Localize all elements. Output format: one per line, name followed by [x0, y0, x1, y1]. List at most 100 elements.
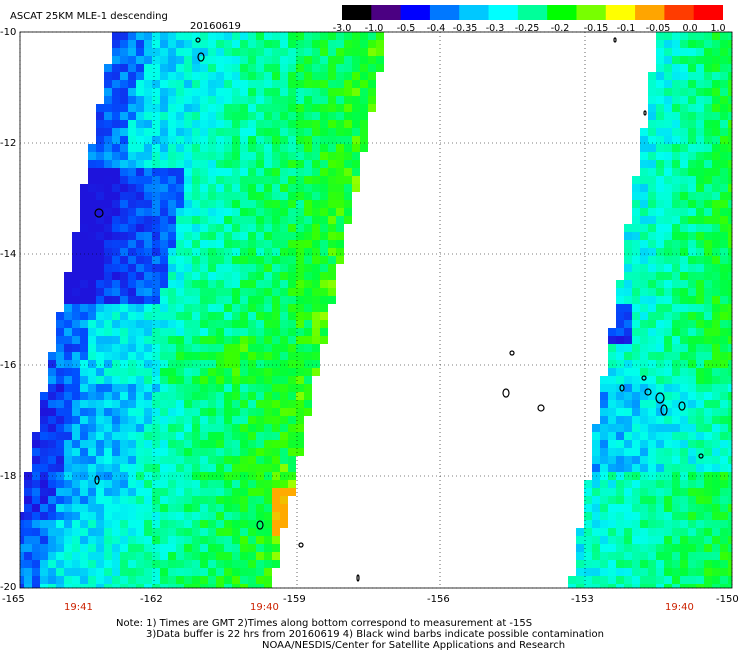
swath-cell: [728, 280, 732, 288]
swath-cell: [712, 208, 720, 216]
swath-cell: [600, 416, 608, 424]
swath-cell: [128, 312, 136, 320]
swath-cell: [272, 424, 280, 432]
swath-cell: [256, 288, 264, 296]
swath-cell: [672, 352, 680, 360]
swath-cell: [144, 456, 152, 464]
swath-cell: [88, 312, 96, 320]
swath-cell: [280, 296, 288, 304]
swath-cell: [280, 168, 288, 176]
swath-cell: [632, 416, 640, 424]
swath-cell: [336, 176, 344, 184]
swath-cell: [224, 512, 232, 520]
swath-cell: [728, 424, 732, 432]
swath-cell: [88, 552, 96, 560]
swath-cell: [672, 248, 680, 256]
swath-cell: [208, 192, 216, 200]
swath-cell: [728, 80, 732, 88]
swath-cell: [728, 288, 732, 296]
swath-cell: [104, 384, 112, 392]
swath-cell: [280, 408, 288, 416]
swath-cell: [264, 400, 272, 408]
swath-cell: [184, 416, 192, 424]
swath-cell: [240, 352, 248, 360]
swath-cell: [704, 480, 712, 488]
swath-cell: [288, 256, 296, 264]
swath-cell: [680, 192, 688, 200]
swath-cell: [120, 264, 128, 272]
swath-cell: [160, 224, 168, 232]
swath-cell: [136, 120, 144, 128]
swath-cell: [232, 528, 240, 536]
swath-cell: [296, 208, 304, 216]
swath-cell: [56, 480, 64, 488]
swath-cell: [80, 312, 88, 320]
time-label: 19:41: [64, 602, 93, 613]
swath-cell: [280, 272, 288, 280]
swath-cell: [712, 56, 720, 64]
swath-cell: [224, 192, 232, 200]
swath-cell: [296, 272, 304, 280]
map-date: 20160619: [190, 21, 241, 32]
swath-cell: [288, 112, 296, 120]
swath-cell: [296, 104, 304, 112]
swath-cell: [248, 40, 256, 48]
swath-cell: [240, 368, 248, 376]
swath-cell: [664, 200, 672, 208]
swath-cell: [160, 56, 168, 64]
island-outline: [94, 208, 104, 218]
swath-cell: [184, 432, 192, 440]
swath-cell: [152, 192, 160, 200]
swath-cell: [336, 232, 344, 240]
swath-cell: [728, 360, 732, 368]
swath-cell: [56, 568, 64, 576]
swath-cell: [128, 280, 136, 288]
swath-cell: [80, 336, 88, 344]
swath-cell: [192, 120, 200, 128]
swath-cell: [56, 504, 64, 512]
swath-cell: [192, 224, 200, 232]
swath-cell: [640, 392, 648, 400]
swath-cell: [664, 40, 672, 48]
swath-cell: [632, 352, 640, 360]
swath-cell: [248, 200, 256, 208]
swath-cell: [120, 96, 128, 104]
swath-cell: [720, 464, 728, 472]
island-outline: [356, 574, 360, 582]
swath-cell: [680, 496, 688, 504]
swath-cell: [136, 312, 144, 320]
swath-cell: [672, 48, 680, 56]
swath-cell: [232, 120, 240, 128]
swath-cell: [320, 296, 328, 304]
swath-cell: [680, 104, 688, 112]
swath-cell: [20, 544, 24, 552]
swath-cell: [280, 40, 288, 48]
swath-cell: [232, 208, 240, 216]
swath-cell: [224, 416, 232, 424]
swath-cell: [288, 288, 296, 296]
swath-cell: [280, 336, 288, 344]
swath-cell: [712, 48, 720, 56]
swath-cell: [656, 320, 664, 328]
swath-cell: [32, 584, 40, 588]
swath-cell: [296, 384, 304, 392]
swath-cell: [224, 560, 232, 568]
swath-cell: [632, 456, 640, 464]
swath-cell: [192, 312, 200, 320]
swath-cell: [200, 208, 208, 216]
swath-cell: [168, 208, 176, 216]
swath-cell: [136, 504, 144, 512]
swath-cell: [192, 152, 200, 160]
swath-cell: [720, 488, 728, 496]
swath-cell: [232, 496, 240, 504]
swath-cell: [304, 48, 312, 56]
swath-cell: [240, 328, 248, 336]
swath-cell: [216, 400, 224, 408]
swath-cell: [208, 360, 216, 368]
time-label: 19:40: [665, 602, 694, 613]
swath-cell: [168, 144, 176, 152]
swath-cell: [192, 376, 200, 384]
lon-tick-label: -159: [283, 594, 306, 605]
swath-cell: [688, 536, 696, 544]
swath-cell: [200, 528, 208, 536]
